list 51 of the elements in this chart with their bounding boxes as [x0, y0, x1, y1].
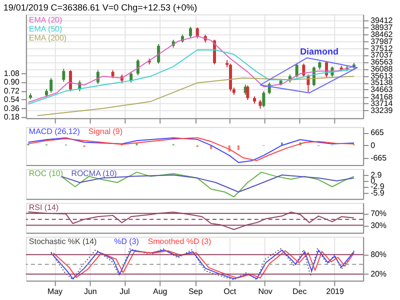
y2-tick-label: 0.36 [4, 104, 20, 113]
y2-tick-label: 0.18 [4, 112, 20, 122]
x-tick-label: Jul [120, 287, 130, 296]
x-tick-label: Aug [153, 287, 168, 296]
text: EMA (20) [28, 15, 62, 24]
y-tick-label: 70% [370, 208, 387, 218]
series-label: MACD (26,12) [28, 127, 80, 136]
y-tick-label: 39412 [370, 16, 394, 26]
y2-tick-label: 1.08 [4, 68, 20, 78]
x-tick-label: Jun [84, 287, 97, 296]
y-tick-label: 35613 [370, 71, 394, 80]
y2-tick-label: 0.72 [4, 86, 20, 96]
y-tick-label: 36088 [370, 64, 394, 74]
x-tick-label: 2019 [326, 287, 344, 296]
text: EMA (200) [28, 33, 67, 42]
annotation: Diamond [300, 46, 338, 57]
y-tick-label: 35138 [370, 78, 394, 88]
series-label: Smoothed %D (3) [148, 236, 212, 246]
x-tick-label: Sep [188, 287, 204, 296]
text: EMA (50) [28, 24, 62, 34]
y-tick-label: 33714 [370, 98, 394, 108]
y-tick-label: 665 [370, 128, 384, 138]
series-label: %D (3) [114, 236, 140, 246]
y-tick-label: 80% [370, 250, 387, 260]
series-label: RSI (14) [28, 202, 59, 212]
y-tick-label: -5.9 [370, 188, 385, 198]
series-label: Signal (9) [88, 127, 123, 136]
x-tick-label: Oct [224, 287, 237, 296]
y-tick-label: 0 [370, 176, 376, 186]
y-tick-label: 34663 [370, 85, 394, 94]
y-tick-label: 37987 [370, 36, 394, 46]
y-tick-label: 0 [370, 140, 376, 150]
x-tick-label: May [47, 287, 63, 296]
chart-title: 19/01/2019 C=36386.61 V=0 Chg=+12.53 (+0%) [3, 2, 198, 12]
y-tick-label: 36563 [370, 58, 394, 67]
series-label: ROCMA (10) [71, 168, 118, 178]
y2-tick-label: 0.90 [4, 78, 20, 87]
y-tick-label: -665 [370, 154, 388, 163]
y-tick-label: 37512 [370, 44, 394, 53]
y-tick-label: 38462 [370, 30, 394, 39]
series-label: ROC (10) [28, 168, 64, 178]
x-tick-label: Nov [258, 287, 272, 296]
y2-tick-label: 0.54 [4, 95, 20, 104]
y-tick-label: 38937 [370, 23, 394, 32]
y-tick-label: 34168 [370, 92, 394, 102]
x-tick-label: Dec [292, 287, 307, 296]
y-tick-label: 30% [370, 220, 387, 230]
y-tick-label: 20% [370, 270, 387, 279]
y-tick-label: 37037 [370, 50, 394, 60]
y-tick-label: 33239 [370, 106, 394, 115]
series-label: Stochastic %K (14) [28, 236, 98, 246]
